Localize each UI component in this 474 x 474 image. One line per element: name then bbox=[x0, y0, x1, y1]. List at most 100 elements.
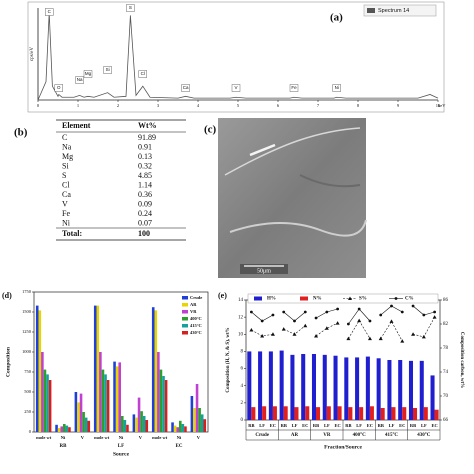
point bbox=[270, 332, 275, 336]
peak-box bbox=[83, 70, 93, 78]
bar bbox=[121, 416, 124, 432]
point bbox=[433, 310, 437, 314]
bar bbox=[203, 419, 207, 432]
bar bbox=[96, 305, 100, 432]
x-tick-label: RB bbox=[410, 423, 416, 428]
table-cell: Si bbox=[62, 161, 69, 170]
bar bbox=[413, 408, 418, 420]
scale-bar-box bbox=[240, 264, 288, 274]
x-tick-label: EC bbox=[367, 423, 373, 428]
peak-label: Ca bbox=[183, 85, 189, 90]
x-tick-label: 1 bbox=[77, 103, 79, 108]
legend-label: VR bbox=[190, 309, 197, 314]
y2-tick-label: 82 bbox=[443, 322, 449, 327]
series-line bbox=[348, 319, 371, 339]
point bbox=[324, 326, 329, 330]
point bbox=[249, 310, 253, 314]
bar bbox=[115, 366, 119, 432]
x-tick-label: mole wt bbox=[152, 435, 168, 440]
legend-label: S% bbox=[359, 297, 367, 302]
point bbox=[389, 319, 394, 323]
point bbox=[314, 316, 318, 320]
table-cell: Cl bbox=[62, 180, 70, 189]
x-tick-label: 3 bbox=[157, 103, 160, 108]
point bbox=[325, 310, 329, 314]
y-axis-label: cps/eV bbox=[30, 47, 35, 61]
x-tick-label: RB bbox=[281, 423, 287, 428]
legend-marker bbox=[394, 297, 398, 300]
x-axis-label: Fraction/Source bbox=[324, 444, 362, 450]
table-cell: 91.89 bbox=[138, 133, 156, 142]
point bbox=[314, 334, 319, 338]
bar bbox=[398, 360, 403, 420]
bar bbox=[326, 406, 331, 420]
bar bbox=[132, 414, 136, 432]
y-axis-label: Composition bbox=[5, 347, 11, 377]
bar bbox=[55, 424, 58, 432]
bar bbox=[38, 310, 42, 432]
bar bbox=[65, 425, 69, 432]
x-axis-label: keV bbox=[438, 103, 446, 108]
point bbox=[422, 313, 426, 317]
bar bbox=[387, 360, 392, 420]
bar bbox=[43, 369, 47, 432]
y-tick-label: 4 bbox=[241, 384, 244, 389]
y-tick-label: 250 bbox=[24, 409, 32, 414]
sem-feature bbox=[299, 174, 361, 188]
legend-swatch bbox=[182, 303, 188, 307]
panel-label: (d) bbox=[2, 291, 12, 300]
peak-label: Si bbox=[106, 67, 110, 72]
y2-axis-label: Composition carbon, wt% bbox=[459, 332, 464, 388]
point bbox=[335, 321, 340, 325]
point bbox=[432, 315, 437, 319]
peak-box bbox=[332, 84, 341, 92]
legend-swatch bbox=[182, 317, 188, 321]
spectrum-line bbox=[37, 12, 439, 101]
table-cell: 0.09 bbox=[138, 199, 152, 208]
point bbox=[367, 336, 372, 341]
series-line bbox=[315, 308, 338, 319]
y-tick-label: 1500 bbox=[22, 309, 32, 314]
x-tick-label: 9 bbox=[397, 103, 400, 108]
point bbox=[357, 318, 362, 323]
panel-label: (e) bbox=[218, 291, 227, 300]
bar bbox=[279, 350, 284, 420]
table-cell: C bbox=[62, 133, 67, 142]
y-tick-label: 12 bbox=[238, 315, 244, 320]
bar bbox=[359, 407, 364, 420]
bar bbox=[376, 358, 381, 420]
legend-swatch bbox=[182, 296, 188, 300]
bar bbox=[391, 407, 396, 420]
peak-box bbox=[103, 66, 112, 74]
table-cell: S bbox=[62, 171, 66, 180]
x-tick-label: 7 bbox=[317, 103, 320, 108]
bar bbox=[159, 369, 163, 432]
x-tick-label: 5 bbox=[237, 103, 240, 108]
bar bbox=[106, 380, 110, 432]
bar bbox=[365, 356, 370, 420]
y2-tick-label: 86 bbox=[443, 298, 449, 303]
bar bbox=[104, 374, 107, 432]
peak-box bbox=[54, 84, 63, 92]
bar bbox=[164, 380, 168, 432]
bar bbox=[87, 420, 91, 432]
table-total: Total: bbox=[62, 229, 82, 238]
group-label: Crude bbox=[255, 433, 269, 438]
bar bbox=[142, 416, 146, 432]
peak-box bbox=[75, 76, 84, 84]
point bbox=[303, 323, 308, 328]
bar bbox=[251, 407, 256, 420]
x-tick-label: LF bbox=[259, 423, 265, 428]
bar bbox=[337, 406, 342, 420]
table-cell: 0.13 bbox=[138, 152, 152, 161]
bar bbox=[157, 352, 160, 432]
series-line bbox=[315, 322, 338, 337]
point bbox=[411, 304, 415, 308]
x-tick-label: mole wt bbox=[94, 435, 110, 440]
point bbox=[357, 307, 361, 311]
x-tick-label: 2 bbox=[117, 103, 119, 108]
group-label: AR bbox=[291, 433, 299, 438]
group-label: 430°C bbox=[417, 433, 430, 438]
x-tick-label: Ni bbox=[119, 435, 124, 440]
